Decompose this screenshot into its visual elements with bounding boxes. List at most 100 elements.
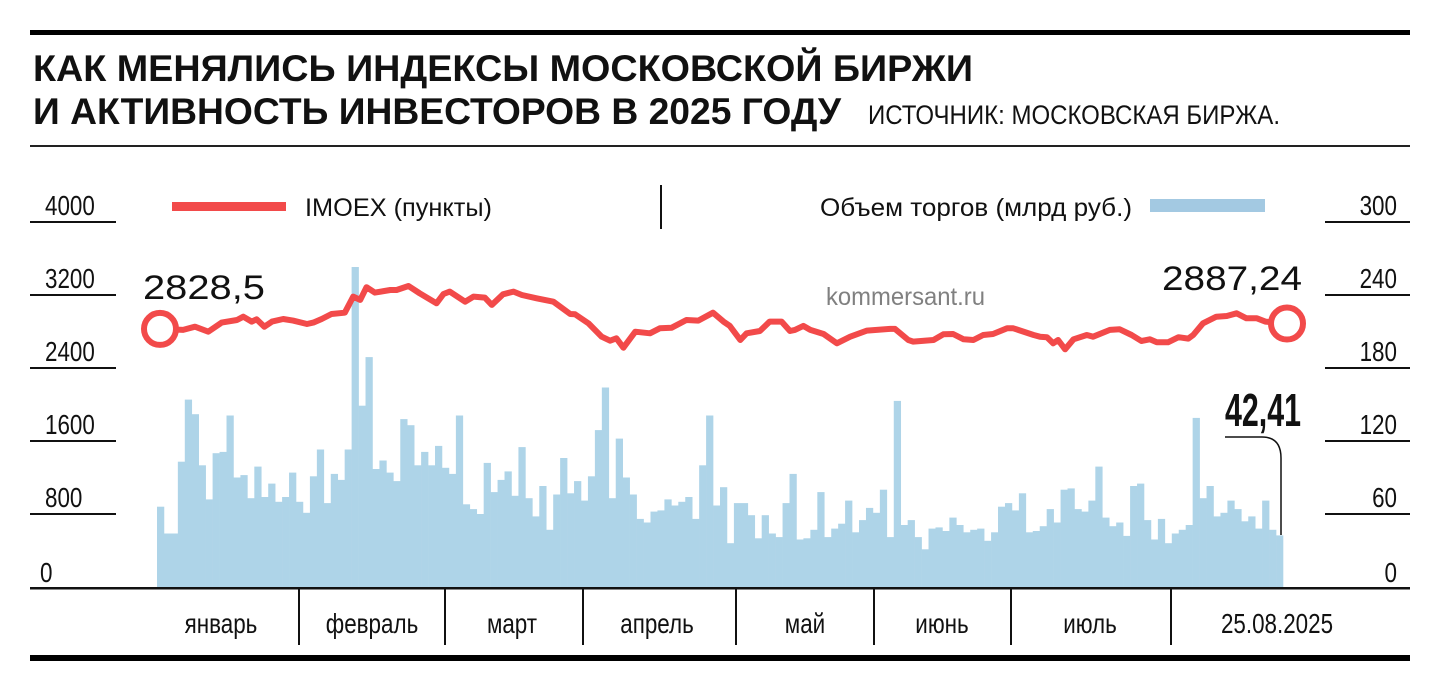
volume-bar bbox=[907, 520, 915, 587]
left-gridline bbox=[30, 367, 116, 369]
volume-bar bbox=[1185, 525, 1193, 587]
baseline bbox=[30, 587, 1410, 590]
volume-bar bbox=[1171, 533, 1180, 587]
volume-bar bbox=[455, 415, 464, 587]
volume-bar bbox=[782, 503, 790, 587]
volume-bar bbox=[740, 503, 749, 587]
volume-bar bbox=[859, 520, 867, 587]
volume-bar bbox=[567, 493, 575, 587]
volume-bar bbox=[692, 518, 700, 587]
volume-bar bbox=[594, 430, 603, 587]
left-tick-label: 0 bbox=[40, 557, 53, 588]
month-label: апрель bbox=[620, 608, 694, 639]
volume-bar bbox=[316, 449, 325, 587]
volume-bar bbox=[302, 512, 311, 587]
volume-bar bbox=[205, 499, 213, 587]
volume-bar bbox=[921, 549, 929, 587]
volume-bar bbox=[1248, 516, 1256, 587]
volume-bar bbox=[1081, 511, 1089, 587]
month-label: февраль bbox=[326, 608, 419, 639]
start-value-label: 2828,5 bbox=[143, 269, 265, 307]
volume-bar bbox=[518, 447, 526, 587]
volume-bar bbox=[170, 533, 179, 587]
volume-bar bbox=[845, 500, 853, 587]
left-tick-label: 4000 bbox=[45, 190, 95, 221]
volume-bar bbox=[817, 492, 825, 587]
volume-bar bbox=[1137, 483, 1145, 587]
right-tick-label: 180 bbox=[1360, 336, 1397, 367]
left-tick-label: 2400 bbox=[45, 336, 95, 367]
volume-bar bbox=[309, 476, 318, 587]
right-tick-label: 240 bbox=[1360, 263, 1397, 294]
volume-bar bbox=[685, 497, 693, 587]
month-label: июль bbox=[1063, 608, 1117, 639]
volume-bar bbox=[1053, 522, 1061, 587]
volume-bar bbox=[1011, 510, 1020, 587]
volume-bar bbox=[970, 529, 978, 587]
volume-bar bbox=[574, 481, 582, 587]
volume-bar bbox=[1262, 500, 1270, 587]
month-divider bbox=[873, 589, 875, 645]
volume-bar bbox=[1255, 528, 1263, 587]
volume-bar bbox=[157, 506, 165, 587]
volume-bar bbox=[699, 465, 707, 587]
volume-bar bbox=[219, 451, 227, 587]
volume-bar bbox=[553, 494, 561, 587]
last-volume-callout bbox=[1225, 436, 1282, 535]
month-divider bbox=[298, 589, 300, 645]
left-gridline bbox=[30, 513, 116, 515]
volume-bar bbox=[1199, 498, 1207, 587]
volume-bar bbox=[796, 539, 804, 587]
volume-bar bbox=[1025, 532, 1034, 588]
volume-bar bbox=[733, 503, 742, 587]
volume-bar bbox=[497, 479, 505, 587]
volume-bar bbox=[608, 498, 617, 587]
volume-bar bbox=[900, 525, 908, 587]
volume-bar bbox=[1046, 509, 1054, 587]
volume-bar bbox=[998, 506, 1006, 587]
month-axis: январь февраль март апрель май июнь июль 25.08.… bbox=[185, 589, 1333, 645]
volume-bar bbox=[678, 501, 686, 587]
volume-bar bbox=[351, 267, 359, 587]
volume-bar bbox=[414, 465, 422, 587]
volume-bar bbox=[428, 465, 436, 587]
left-tick-label: 1600 bbox=[45, 409, 95, 440]
volume-bar bbox=[1164, 543, 1173, 587]
volume-bar bbox=[330, 473, 339, 587]
volume-bar bbox=[386, 472, 394, 587]
volume-bar bbox=[358, 405, 366, 587]
volume-bar bbox=[664, 499, 672, 587]
volume-bar bbox=[268, 483, 276, 587]
volume-bar bbox=[1213, 516, 1221, 587]
volume-bar bbox=[1102, 517, 1110, 587]
volume-bar bbox=[838, 523, 846, 587]
volume-bar bbox=[379, 460, 387, 587]
volume-bar bbox=[1206, 486, 1214, 587]
right-gridline bbox=[1325, 221, 1410, 223]
volume-bars bbox=[157, 267, 1284, 588]
header-rule bbox=[30, 145, 1410, 147]
volume-bar bbox=[289, 472, 297, 587]
volume-bar bbox=[643, 522, 651, 587]
volume-bar bbox=[226, 415, 234, 587]
volume-bar bbox=[754, 538, 762, 587]
volume-bar bbox=[462, 504, 471, 587]
volume-bar bbox=[1109, 526, 1117, 587]
volume-bar bbox=[886, 537, 895, 587]
volume-bar bbox=[713, 505, 721, 587]
volume-bar bbox=[824, 537, 832, 587]
volume-bar bbox=[282, 497, 290, 587]
volume-bar bbox=[984, 540, 992, 587]
volume-bar bbox=[448, 473, 457, 587]
imoex-start-marker bbox=[141, 309, 179, 348]
volume-bar bbox=[1192, 417, 1200, 587]
month-label: июнь bbox=[915, 608, 968, 639]
volume-bar bbox=[789, 473, 797, 587]
left-gridline bbox=[30, 221, 116, 223]
volume-bar bbox=[296, 501, 304, 587]
month-divider bbox=[582, 589, 584, 645]
volume-bar bbox=[435, 445, 443, 587]
volume-bar bbox=[914, 537, 922, 587]
legend-imoex-label: IMOEX (пункты) bbox=[305, 194, 492, 222]
